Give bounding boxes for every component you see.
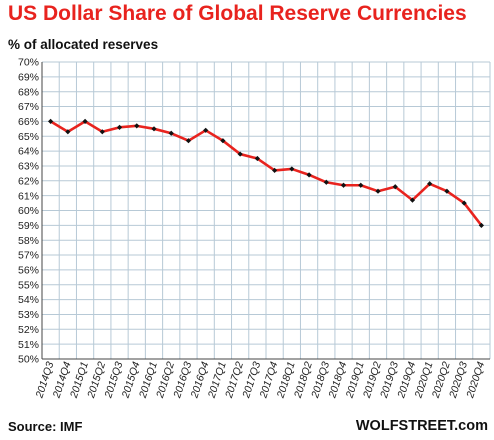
y-tick-label: 50% [18, 354, 39, 366]
data-point-marker [358, 182, 364, 188]
data-point-marker [65, 129, 71, 135]
series-layer [49, 120, 483, 227]
y-tick-label: 57% [18, 250, 39, 262]
y-tick-label: 60% [18, 205, 39, 217]
data-point-marker [306, 172, 312, 178]
data-point-marker [461, 200, 467, 206]
source-note: Source: IMF [8, 419, 83, 434]
data-point-marker [185, 138, 192, 144]
y-tick-label: 67% [18, 101, 39, 113]
data-point-marker [134, 123, 140, 129]
data-point-marker [151, 126, 157, 132]
data-point-marker [427, 181, 433, 187]
data-point-marker [82, 118, 88, 124]
axis-layer [41, 62, 490, 360]
data-point-marker [116, 124, 123, 130]
data-point-marker [289, 166, 295, 172]
y-tick-label: 52% [18, 324, 39, 336]
y-tick-label: 69% [18, 71, 39, 83]
data-point-marker [48, 118, 54, 124]
data-point-marker [444, 188, 450, 194]
y-tick-label: 70% [18, 57, 39, 69]
y-tick-label: 53% [18, 309, 39, 321]
chart-title: US Dollar Share of Global Reserve Curren… [8, 2, 467, 25]
x-tick-labels: 2014Q32014Q42015Q12015Q22015Q32015Q42016… [33, 360, 487, 400]
y-tick-label: 58% [18, 235, 39, 247]
y-tick-label: 56% [18, 265, 39, 277]
y-tick-label: 59% [18, 220, 39, 232]
data-point-marker [375, 188, 381, 194]
y-tick-label: 54% [18, 294, 39, 306]
data-point-marker [340, 182, 347, 188]
data-point-marker [478, 222, 484, 228]
data-point-marker [392, 184, 398, 190]
data-point-marker [203, 127, 209, 133]
data-point-marker [168, 130, 174, 136]
grid-layer [41, 61, 491, 360]
series-line [49, 120, 483, 227]
y-tick-label: 66% [18, 116, 39, 128]
data-point-marker [254, 155, 260, 162]
y-tick-label: 61% [18, 190, 39, 202]
y-axis-unit-label: % of allocated reserves [8, 37, 159, 52]
marker-layer [48, 118, 484, 228]
brand-watermark: WOLFSTREET.com [355, 418, 488, 434]
y-tick-label: 62% [18, 175, 39, 187]
data-point-marker [99, 129, 105, 135]
data-point-marker [272, 167, 278, 174]
data-point-marker [220, 138, 226, 144]
y-tick-labels: 50% 51% 52% 53% 54% 55% 56% 57% 58% 59% 60% 61% 62% 6… [18, 57, 39, 366]
y-tick-label: 55% [18, 279, 39, 291]
y-tick-label: 64% [18, 146, 39, 158]
data-point-marker [409, 197, 416, 203]
data-point-marker [323, 179, 329, 185]
y-tick-label: 68% [18, 86, 39, 98]
y-tick-label: 51% [18, 339, 39, 351]
y-tick-label: 63% [18, 161, 39, 173]
y-tick-label: 65% [18, 131, 39, 143]
data-point-marker [237, 151, 243, 157]
